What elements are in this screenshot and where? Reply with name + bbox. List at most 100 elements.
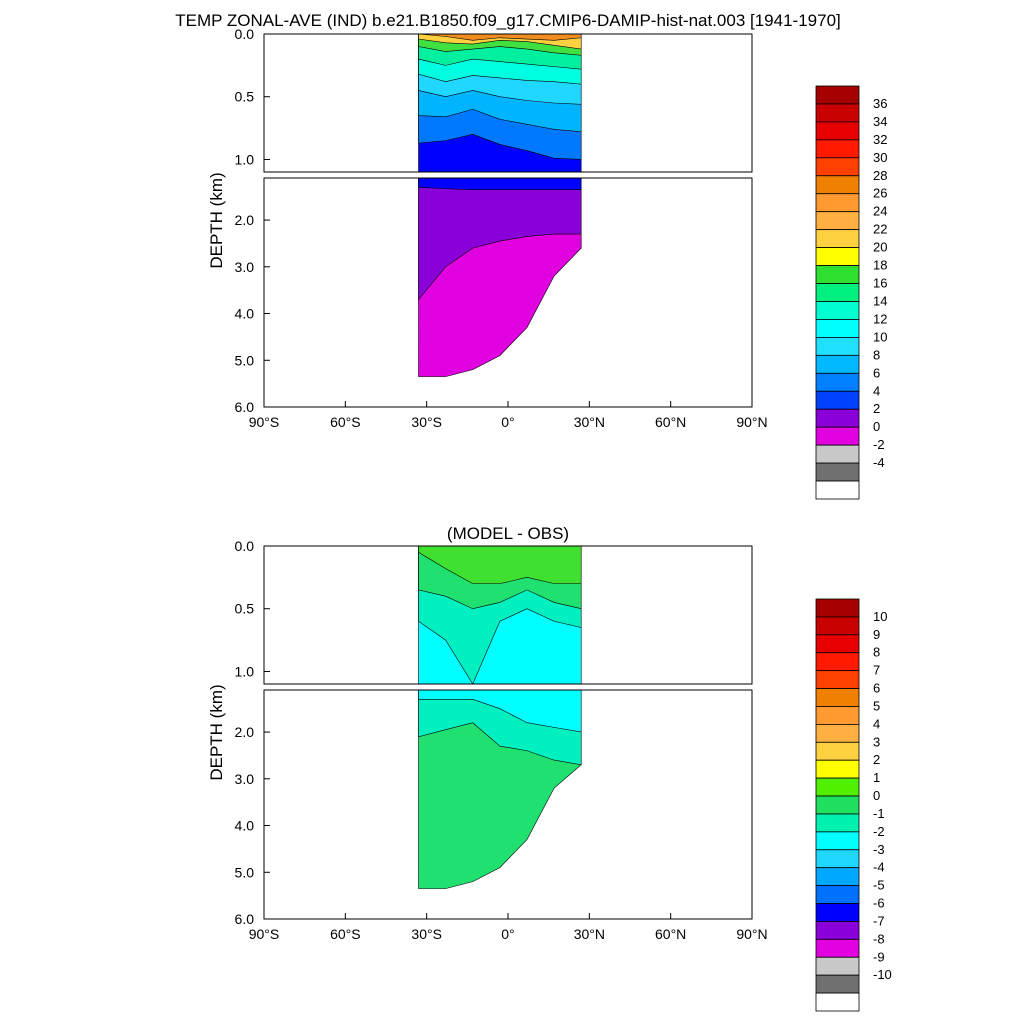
colorbar-box [815,652,860,672]
y-tick-label: 4.0 [235,306,255,322]
colorbar-label: 12 [873,311,887,326]
colorbar-box [815,849,860,869]
colorbar-box [815,103,860,123]
colorbar-box [815,247,860,266]
colorbar-box [815,903,860,922]
colorbar-label: 1 [873,770,880,785]
colorbar-box [815,85,860,105]
x-tick-label: 60°N [655,926,686,942]
colorbar-label: -8 [873,931,885,946]
colorbar-box [815,390,860,410]
y-tick-label: 0.0 [235,538,255,554]
upper-plot-frame [263,545,753,685]
lower-contour-2 [418,177,582,190]
x-tick-label: 0° [501,926,514,942]
y-tick-label: 0.5 [235,601,255,617]
x-tick-label: 30°S [411,926,442,942]
colorbar-box [815,795,860,815]
x-tick-label: 90°N [736,926,767,942]
colorbar-box [815,354,860,374]
colorbar-box [815,157,860,177]
colorbar-box [815,723,860,743]
colorbar-label: 7 [873,663,880,678]
colorbar-label: 26 [873,186,887,201]
colorbar-label: 4 [873,383,880,398]
colorbar-label: 32 [873,132,887,147]
x-tick-label: 30°N [574,414,605,430]
x-tick-label: 60°S [330,414,361,430]
colorbar-label: -9 [873,949,885,964]
colorbar-label: 0 [873,788,880,803]
y-tick-label: 3.0 [235,771,255,787]
y-tick-label: 2.0 [235,212,255,228]
colorbar-box [815,319,860,338]
y-tick-label: 5.0 [235,352,255,368]
x-tick-label: 90°S [249,926,280,942]
colorbar-box [815,139,860,159]
colorbar-label: 14 [873,293,887,308]
colorbar-box [815,121,860,141]
colorbar-label: -1 [873,806,885,821]
y-tick-label: 3.0 [235,259,255,275]
x-tick-label: 90°S [249,414,280,430]
colorbar-label: 4 [873,716,880,731]
colorbar-box [815,175,860,195]
colorbar-box [815,921,860,940]
colorbar-box [815,283,860,302]
colorbar-label: 34 [873,114,887,129]
colorbar-box [815,741,860,761]
colorbar-label: -3 [873,842,885,857]
colorbar-box [815,372,860,392]
colorbar-box [815,634,860,654]
panel-title: (MODEL - OBS) [447,524,569,543]
colorbar-box [815,885,860,904]
colorbar-box [815,956,860,976]
lower-contour-1 [418,177,582,301]
figure-title: TEMP ZONAL-AVE (IND) b.e21.B1850.f09_g17… [175,11,841,30]
y-tick-label: 2.0 [235,724,255,740]
colorbar-box [815,301,860,320]
colorbar-box [815,336,860,356]
colorbar-box [815,867,860,887]
temp-zonal-ave-panel: 0.0 0.5 1.0 2.0 3.0 4.0 5.0 6.090°S 60°S 30°S 0° 30… [207,26,887,500]
colorbar-box [815,670,860,689]
colorbar-label: -10 [873,967,892,982]
colorbar-box [815,831,860,851]
x-tick-label: 90°N [736,414,767,430]
colorbar-label: 30 [873,150,887,165]
colorbar-box [815,211,860,231]
y-axis-label: DEPTH (km) [207,172,226,268]
colorbar-label: 10 [873,329,887,344]
x-tick-label: 60°N [655,414,686,430]
colorbar-box [815,426,860,446]
upper-contour-8 [418,33,582,41]
colorbar-label: 0 [873,419,880,434]
y-axis-label: DEPTH (km) [207,684,226,780]
colorbar-box [815,444,860,464]
upper-contour-3 [418,545,582,584]
colorbar-label: 36 [873,96,887,111]
colorbar-box [815,992,860,1012]
colorbar-box [815,229,860,249]
colorbar-box [815,759,860,779]
colorbar-label: 20 [873,240,887,255]
colorbar-box [815,974,860,994]
y-tick-label: 5.0 [235,864,255,880]
y-tick-label: 1.0 [235,663,255,679]
colorbar-box [815,938,860,958]
upper-plot-frame [263,33,753,173]
colorbar-box [815,706,860,725]
y-tick-label: 0.0 [235,26,255,42]
colorbar-label: 22 [873,222,887,237]
colorbar-label: -5 [873,878,885,893]
colorbar-box [815,265,860,284]
colorbar-label: -6 [873,896,885,911]
colorbar-label: 18 [873,258,887,273]
colorbar-label: -2 [873,824,885,839]
colorbar-label: 3 [873,734,880,749]
colorbar-box [815,193,860,213]
colorbar-label: 24 [873,204,887,219]
y-tick-label: 0.5 [235,89,255,105]
colorbar-box [815,688,860,707]
